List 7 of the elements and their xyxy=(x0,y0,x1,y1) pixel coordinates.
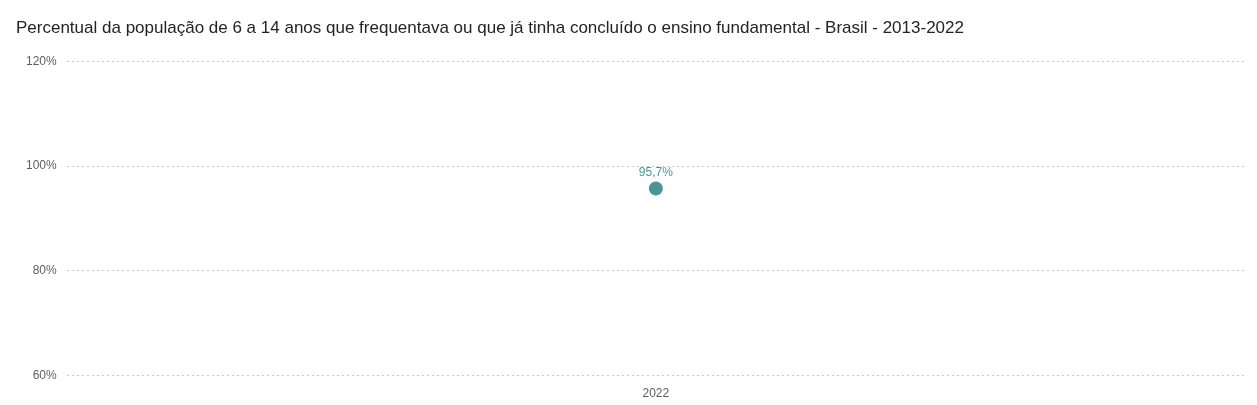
x-tick-label: 2022 xyxy=(642,386,670,401)
y-tick-label: 100% xyxy=(25,158,58,173)
chart-title: Percentual da população de 6 a 14 anos que frequentava ou que já tinha concluído o ensino fundamental - Brasil - 2013-2022 xyxy=(16,18,964,38)
y-tick-label: 80% xyxy=(32,263,58,278)
y-tick-label: 60% xyxy=(32,367,58,382)
y-tick-label: 120% xyxy=(25,53,58,68)
data-label: 95,7% xyxy=(638,164,674,179)
